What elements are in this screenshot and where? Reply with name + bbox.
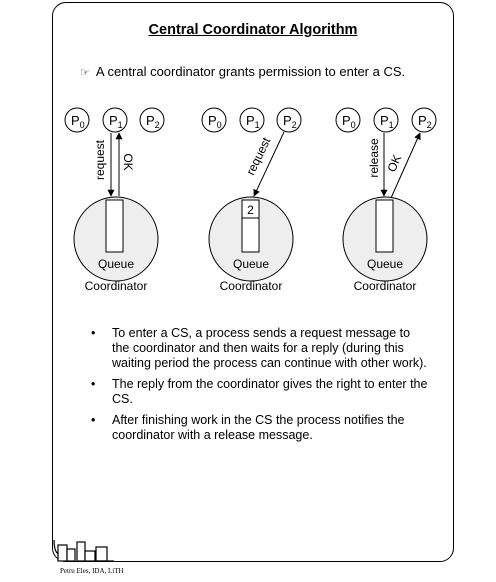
release-label: release [367, 138, 381, 178]
bullet-item: After finishing work in the CS the proce… [88, 413, 428, 443]
process-p1: P1 [102, 107, 128, 133]
intro-text: A central coordinator grants permission … [95, 64, 406, 79]
slide-frame [52, 2, 454, 562]
process-p0: P0 [64, 107, 90, 133]
slide-title: Central Coordinator Algorithm [148, 22, 358, 38]
bullet-item: The reply from the coordinator gives the… [88, 377, 428, 407]
svg-text:P2: P2 [283, 113, 297, 130]
ida-logo [53, 539, 114, 562]
ok-arrow [390, 132, 421, 199]
queue-label: Queue [367, 257, 403, 271]
svg-text:P2: P2 [418, 113, 432, 130]
process-p2: P2 [139, 107, 165, 133]
queue-label: Queue [233, 257, 269, 271]
ok-label: OK [384, 153, 404, 175]
svg-text:P1: P1 [109, 113, 123, 130]
svg-text:P0: P0 [208, 113, 222, 130]
svg-text:P0: P0 [71, 113, 85, 130]
request-label: request [243, 135, 273, 178]
queue-box [241, 199, 260, 253]
footer-author: Petru Eles, IDA, LiTH [60, 567, 124, 575]
svg-text:P0: P0 [342, 113, 356, 130]
coordinator-label: Coordinator [220, 279, 283, 293]
queue-box [375, 199, 394, 253]
process-p0: P0 [201, 107, 227, 133]
panel-3: P0 P1 P2 release OK Queue Coordinator [335, 107, 437, 293]
queue-entry: 2 [247, 203, 254, 217]
queue-box [105, 199, 124, 253]
panel-2: P0 P1 P2 request 2 Queue Coordinator [201, 107, 302, 293]
panel-1: P0 P1 P2 request OK Queue Coordinator [64, 107, 165, 293]
queue-label: Queue [98, 257, 134, 271]
svg-text:P1: P1 [246, 113, 260, 130]
bullet-list: To enter a CS, a process sends a request… [88, 326, 428, 449]
svg-text:P1: P1 [380, 113, 394, 130]
process-p1: P1 [373, 107, 399, 133]
process-p2: P2 [411, 107, 437, 133]
process-p1: P1 [239, 107, 265, 133]
process-p2: P2 [276, 107, 302, 133]
coordinator-label: Coordinator [354, 279, 417, 293]
coordinator-diagram: P0 P1 P2 request OK Queue Coordinator P0… [64, 107, 437, 293]
intro-line: ☞ A central coordinator grants permission… [80, 64, 405, 79]
request-label: request [93, 139, 107, 180]
pointing-hand-icon: ☞ [80, 67, 90, 79]
bullet-item: To enter a CS, a process sends a request… [88, 326, 428, 371]
request-arrow [253, 131, 285, 197]
coordinator-label: Coordinator [85, 279, 148, 293]
ok-label: OK [121, 153, 135, 170]
process-p0: P0 [335, 107, 361, 133]
svg-text:P2: P2 [146, 113, 160, 130]
